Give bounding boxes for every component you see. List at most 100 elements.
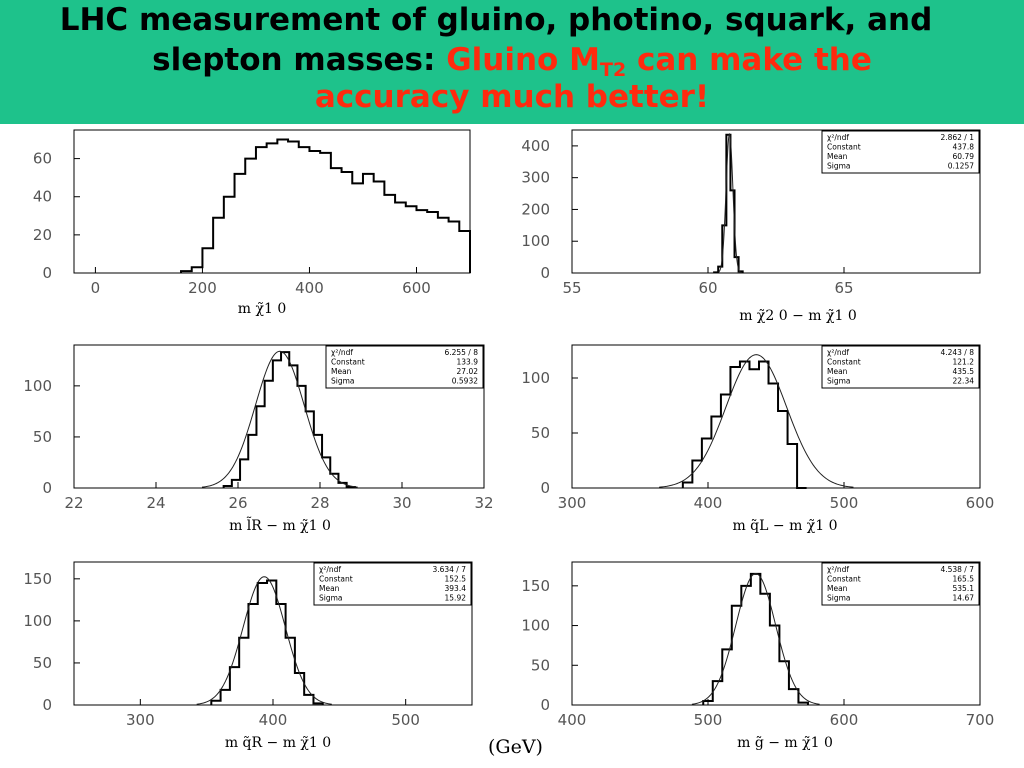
x-tick-label: 30 xyxy=(392,494,411,512)
stats-value: 14.67 xyxy=(953,594,975,603)
stats-value: 0.1257 xyxy=(948,162,974,171)
mt2-subscript: T2 xyxy=(599,59,627,81)
histogram-steps xyxy=(222,351,356,488)
histogram-panel-2: 55 60 65 0 100 200 300 400 χ²/ndf 2.862 / 1 Consta… xyxy=(521,129,981,324)
stats-value: 133.9 xyxy=(457,358,479,367)
gaussian-fit-curve xyxy=(196,576,332,705)
stats-label: Sigma xyxy=(319,594,343,603)
y-tick-label: 200 xyxy=(521,200,550,218)
x-tick-label: 500 xyxy=(694,711,723,729)
stats-value: 6.255 / 8 xyxy=(444,348,478,357)
stats-label: Sigma xyxy=(827,377,851,386)
stats-label: Mean xyxy=(319,584,340,593)
stats-value: 15.92 xyxy=(445,594,467,603)
gaussian-fit-curve xyxy=(691,573,820,705)
stats-box xyxy=(821,130,980,174)
x-tick-label: 400 xyxy=(558,711,587,729)
x-tick-label: 28 xyxy=(310,494,329,512)
x-axis-label: m l̃R − m χ̃1 0 xyxy=(229,516,331,534)
y-tick-label: 40 xyxy=(33,188,52,206)
stats-box xyxy=(325,345,484,389)
plot-frame xyxy=(571,129,981,274)
y-tick-label: 50 xyxy=(531,424,550,442)
stats-value: 60.79 xyxy=(953,152,975,161)
x-axis-label: m χ̃1 0 xyxy=(238,301,286,317)
y-tick-label: 150 xyxy=(521,577,550,595)
stats-value: 0.5932 xyxy=(452,377,478,386)
x-tick-label: 400 xyxy=(259,711,288,729)
stats-label: Mean xyxy=(331,367,352,376)
stats-label: Mean xyxy=(827,152,848,161)
x-tick-label: 0 xyxy=(91,279,101,297)
stats-box xyxy=(313,562,472,606)
y-tick-label: 300 xyxy=(521,169,550,187)
x-tick-label: 700 xyxy=(966,711,995,729)
x-tick-label: 24 xyxy=(146,494,165,512)
y-tick-label: 20 xyxy=(33,226,52,244)
y-tick-label: 100 xyxy=(23,377,52,395)
title-line-2-red: Gluino MT2 can make the xyxy=(446,42,872,81)
stats-label: Constant xyxy=(319,575,353,584)
histogram-panel-5: 300 400 500 0 50 100 150 χ²/ndf 3.634 / 7 Constan… xyxy=(23,561,473,751)
histogram-steps xyxy=(713,133,744,274)
y-tick-label: 0 xyxy=(540,264,550,282)
stats-value: 121.2 xyxy=(953,358,975,367)
y-tick-label: 0 xyxy=(42,696,52,714)
x-tick-label: 400 xyxy=(694,494,723,512)
gaussian-fit-curve xyxy=(718,133,741,273)
stats-value: 4.538 / 7 xyxy=(940,565,974,574)
y-tick-label: 60 xyxy=(33,150,52,168)
stats-value: 535.1 xyxy=(953,584,975,593)
gaussian-fit-curve xyxy=(201,350,358,488)
stats-value: 437.8 xyxy=(953,143,975,152)
stats-value: 4.243 / 8 xyxy=(940,348,974,357)
x-tick-label: 26 xyxy=(228,494,247,512)
stats-label: Constant xyxy=(827,358,861,367)
histogram-steps xyxy=(681,360,807,489)
stats-label: Constant xyxy=(331,358,365,367)
units-label: (GeV) xyxy=(488,736,543,758)
x-tick-label: 500 xyxy=(391,711,420,729)
title-line-2-black: slepton masses: xyxy=(152,42,436,78)
stats-value: 3.634 / 7 xyxy=(432,565,466,574)
x-axis-label: m χ̃2 0 − m χ̃1 0 xyxy=(739,308,857,324)
x-tick-label: 65 xyxy=(834,279,853,297)
y-tick-label: 0 xyxy=(42,264,52,282)
gluino-mt2-label: Gluino M xyxy=(446,42,600,78)
histogram-panel-6: 400 500 600 700 0 50 100 150 χ²/ndf 4.538 / 7 Cons… xyxy=(521,561,995,751)
stats-label: χ²/ndf xyxy=(331,348,353,357)
plot-frame xyxy=(73,344,485,489)
title-line-3: accuracy much better! xyxy=(314,79,710,115)
y-tick-label: 50 xyxy=(33,654,52,672)
stats-value: 393.4 xyxy=(445,584,467,593)
y-tick-label: 100 xyxy=(23,612,52,630)
stats-value: 27.02 xyxy=(457,367,479,376)
title-line-2: slepton masses: Gluino MT2 can make the xyxy=(0,42,1024,81)
stats-value: 152.5 xyxy=(445,575,467,584)
y-tick-label: 100 xyxy=(521,369,550,387)
x-axis-label: m q̃R − m χ̃1 0 xyxy=(225,735,331,751)
stats-value: 435.5 xyxy=(953,367,975,376)
stats-label: Mean xyxy=(827,367,848,376)
histogram-steps xyxy=(180,138,471,273)
histogram-panel-1: 0 200 400 600 0 20 40 60 m χ̃1 0 xyxy=(33,129,471,317)
x-tick-label: 300 xyxy=(126,711,155,729)
y-tick-label: 0 xyxy=(540,479,550,497)
y-tick-label: 100 xyxy=(521,617,550,635)
x-tick-label: 200 xyxy=(188,279,217,297)
gaussian-fit-curve xyxy=(659,354,854,488)
stats-value: 22.34 xyxy=(953,377,975,386)
stats-label: Sigma xyxy=(827,162,851,171)
stats-label: χ²/ndf xyxy=(827,565,849,574)
x-tick-label: 600 xyxy=(402,279,431,297)
x-tick-label: 500 xyxy=(830,494,859,512)
x-tick-label: 60 xyxy=(698,279,717,297)
histogram-panel-4: 300 400 500 600 0 50 100 χ²/ndf 4.243 / 8 Constan… xyxy=(521,344,994,534)
x-tick-label: 300 xyxy=(558,494,587,512)
x-axis-label: m g̃ − m χ̃1 0 xyxy=(737,735,833,751)
y-tick-label: 100 xyxy=(521,232,550,250)
stats-label: χ²/ndf xyxy=(827,348,849,357)
x-tick-label: 400 xyxy=(295,279,324,297)
stats-label: Sigma xyxy=(331,377,355,386)
